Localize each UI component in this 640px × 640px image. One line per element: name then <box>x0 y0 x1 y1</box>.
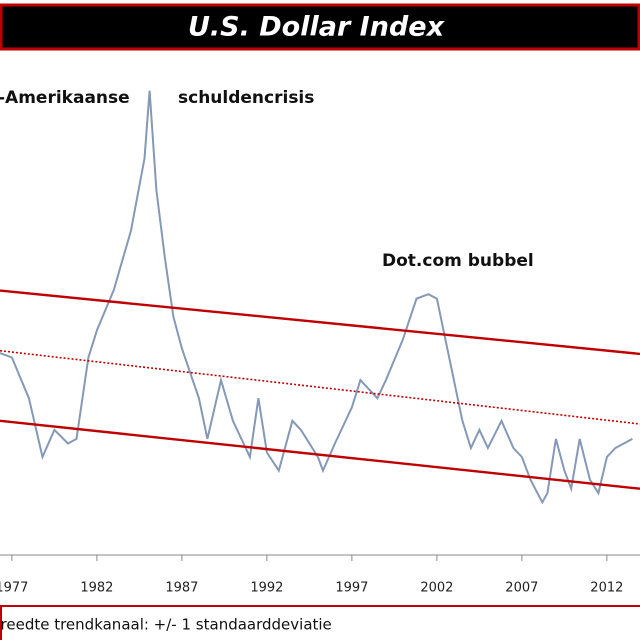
trend-line <box>0 419 640 490</box>
x-tick-label: 1987 <box>165 581 198 596</box>
title-banner <box>0 3 640 51</box>
annotation: -Amerikaanse <box>0 88 130 108</box>
footer-box <box>0 605 640 640</box>
trend-line <box>0 289 640 356</box>
x-tick-label: 2012 <box>590 581 623 596</box>
x-tick-label: 1997 <box>335 581 368 596</box>
data-line <box>0 90 633 505</box>
annotation: Dot.com bubbel <box>382 251 534 271</box>
chart-title: U.S. Dollar Index <box>188 12 446 43</box>
plot-area <box>0 90 640 505</box>
footnote: breedte trendkanaal: +/- 1 standaarddevi… <box>0 616 332 634</box>
trend-line <box>0 349 640 425</box>
x-tick-label: 1982 <box>80 581 113 596</box>
x-tick-label: 1992 <box>250 581 283 596</box>
x-tick-label: 2007 <box>505 581 538 596</box>
annotation: schuldencrisis <box>178 88 314 108</box>
x-tick-label: 2002 <box>420 581 453 596</box>
x-tick-label: 1977 <box>0 581 28 596</box>
